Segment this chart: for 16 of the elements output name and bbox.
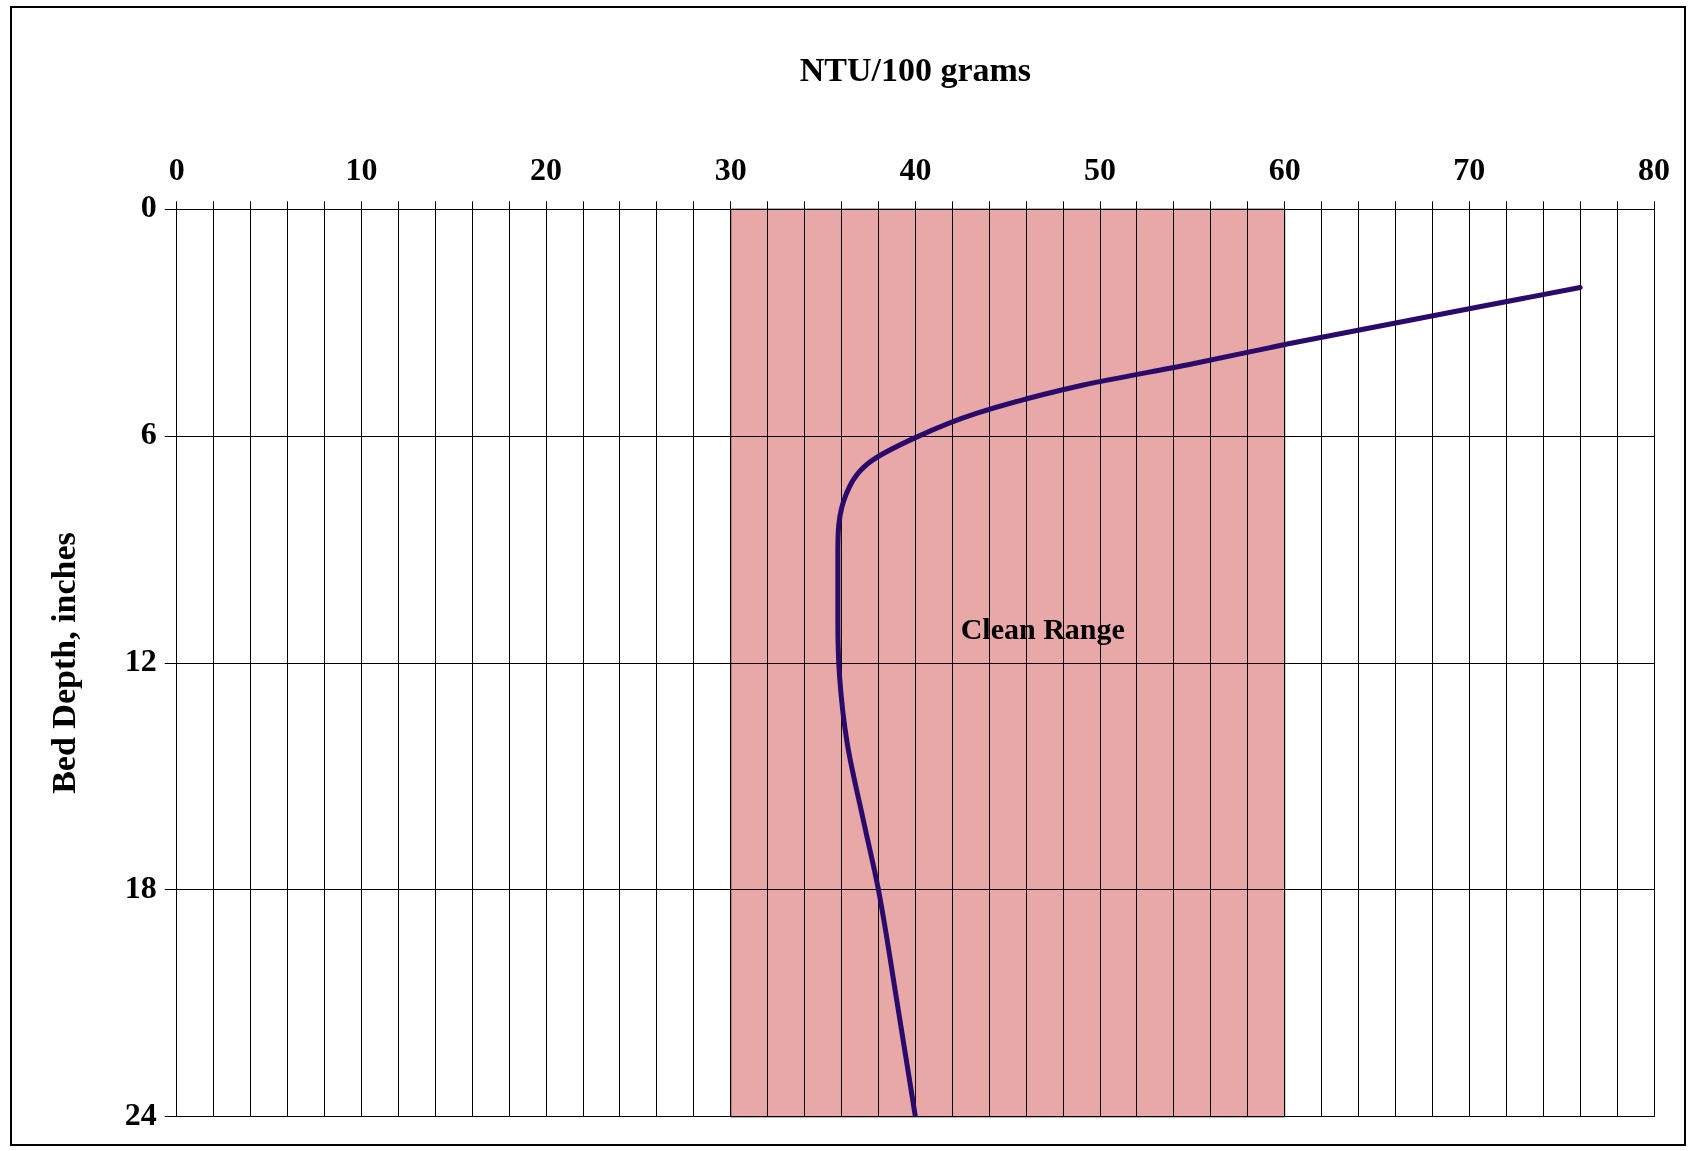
y-tick-label: 18 [124, 869, 157, 906]
y-axis-title: Bed Depth, inches [45, 532, 83, 794]
y-tick-label: 6 [140, 415, 157, 452]
x-tick-label: 0 [168, 151, 185, 188]
y-tick-label: 0 [140, 188, 157, 225]
x-tick-label: 70 [1453, 151, 1486, 188]
x-tick-label: 20 [530, 151, 563, 188]
x-tick-label: 60 [1268, 151, 1301, 188]
x-tick-label: 30 [714, 151, 747, 188]
x-tick-label: 40 [899, 151, 932, 188]
x-tick-label: 10 [345, 151, 378, 188]
x-tick-label: 80 [1638, 151, 1670, 188]
x-tick-label: 50 [1084, 151, 1117, 188]
y-tick-label: 24 [124, 1096, 157, 1133]
y-tick-label: 12 [124, 642, 157, 679]
x-axis-title: NTU/100 grams [799, 51, 1032, 89]
